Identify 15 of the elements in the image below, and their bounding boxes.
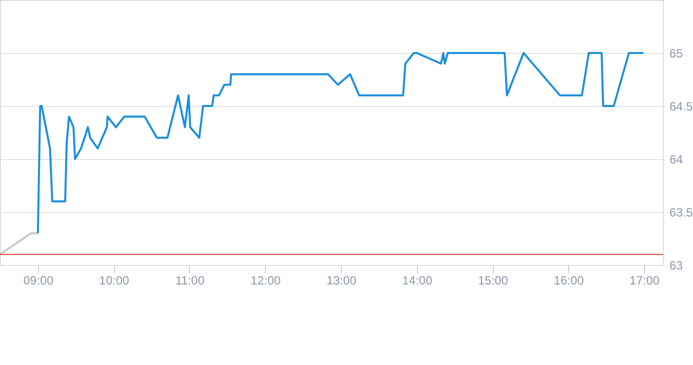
- x-tick-label: 13:00: [326, 274, 357, 288]
- y-tick-label: 63.5: [670, 206, 693, 220]
- x-tick-label: 10:00: [99, 274, 130, 288]
- x-tick-label: 15:00: [478, 274, 508, 288]
- line-series: [36, 52, 644, 234]
- x-tick-label: 17:00: [630, 274, 660, 288]
- x-tick-label: 09:00: [23, 274, 54, 288]
- y-tick-label: 64: [670, 152, 684, 166]
- x-tick-label: 12:00: [250, 274, 282, 288]
- x-tick-label: 14:00: [402, 274, 433, 288]
- y-tick-label: 64.5: [670, 100, 693, 114]
- x-tick-label: 16:00: [554, 274, 584, 288]
- x-tick-label: 11:00: [175, 274, 205, 288]
- y-tick-label: 63: [670, 258, 684, 272]
- y-tick-label: 65: [670, 46, 684, 60]
